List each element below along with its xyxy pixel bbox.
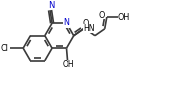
Text: OH: OH	[118, 13, 130, 22]
Text: N: N	[48, 1, 54, 10]
Text: HN: HN	[83, 24, 94, 33]
Text: OH: OH	[63, 60, 74, 69]
Text: O: O	[99, 11, 105, 20]
Text: O: O	[82, 19, 88, 28]
Text: N: N	[64, 18, 69, 27]
Text: Cl: Cl	[0, 44, 8, 53]
